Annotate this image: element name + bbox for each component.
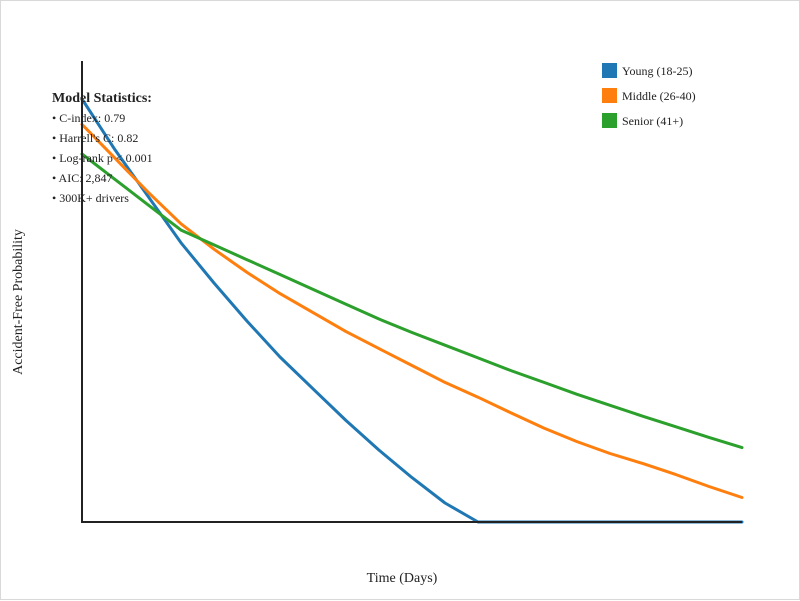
- y-axis-label: Accident-Free Probability: [11, 229, 26, 375]
- model-statistics: Model Statistics: • C-index: 0.79 • Harr…: [52, 91, 153, 205]
- model-statistics-title: Model Statistics:: [52, 91, 152, 106]
- legend-swatch-1: [602, 88, 617, 103]
- series-line-2: [80, 152, 744, 450]
- stat-drivers: • 300K+ drivers: [52, 191, 129, 205]
- x-axis-label: Time (Days): [367, 571, 438, 586]
- legend-label-0: Young (18-25): [622, 64, 692, 78]
- legend-swatch-2: [602, 113, 617, 128]
- series-line-1: [80, 122, 744, 499]
- legend-label-2: Senior (41+): [622, 114, 683, 128]
- legend: Young (18-25) Middle (26-40) Senior (41+): [602, 63, 696, 128]
- stat-aic: • AIC: 2,847: [52, 171, 113, 185]
- stat-harrells-c: • Harrell's C: 0.82: [52, 131, 138, 145]
- legend-label-1: Middle (26-40): [622, 89, 696, 103]
- stat-c-index: • C-index: 0.79: [52, 111, 125, 125]
- series-line-0: [80, 97, 744, 524]
- series-layer: [80, 97, 744, 524]
- legend-swatch-0: [602, 63, 617, 78]
- stat-log-rank: • Log-rank p < 0.001: [52, 151, 153, 165]
